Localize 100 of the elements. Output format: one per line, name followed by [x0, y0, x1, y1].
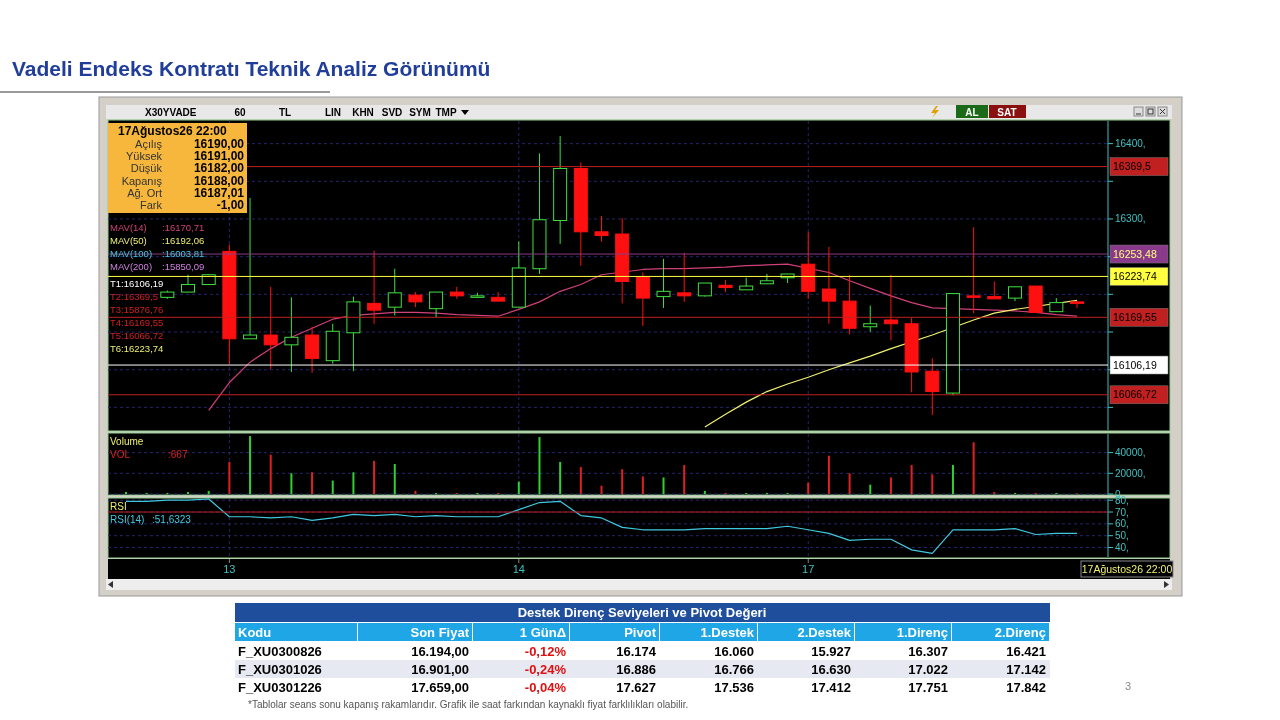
- bar: [269, 454, 272, 494]
- text: X30YVADE: [145, 107, 197, 118]
- bar: [207, 490, 210, 494]
- annotation: Açılış: [135, 138, 163, 150]
- bar: [662, 477, 665, 494]
- line-series: [208, 263, 1078, 412]
- text: 17.412: [811, 680, 851, 695]
- annotation: :16192,06: [162, 235, 205, 246]
- annotation: Volume: [110, 436, 144, 447]
- text: F_XU0301226: [238, 680, 322, 695]
- text: 17.022: [908, 662, 948, 677]
- text: AL: [965, 107, 979, 118]
- chart-title: Vadeli Endeks Kontratı Teknik Analiz Görünümü: [12, 57, 491, 80]
- bar: [393, 464, 396, 494]
- annotation: RSI(14): [110, 514, 145, 525]
- text: 16.194,00: [411, 644, 469, 659]
- text: TL: [278, 107, 292, 118]
- x-tick-label: 13: [223, 563, 236, 575]
- bar: [910, 465, 913, 494]
- y-tick-label: 16400,: [1115, 138, 1146, 150]
- text: 17.659,00: [411, 680, 469, 695]
- annotation: MAV(100): [110, 248, 153, 259]
- bar: [187, 491, 190, 494]
- annotation: Düşük: [130, 162, 163, 175]
- bar: [807, 482, 810, 494]
- text: 60: [234, 107, 246, 118]
- bar: [993, 491, 996, 494]
- candlestick: [863, 305, 878, 333]
- candlestick: [243, 197, 258, 340]
- text: 17.627: [616, 680, 656, 695]
- ref-line-label: 16169,55: [1113, 310, 1157, 323]
- annotation: Kapanış: [121, 174, 163, 187]
- text: F_XU0300826: [238, 644, 322, 659]
- bar: [352, 472, 355, 494]
- x-tick-label: 14: [512, 563, 525, 575]
- annotation: 16190,00: [193, 137, 245, 151]
- annotation: T6:16223,74: [110, 343, 164, 354]
- text: 16.766: [714, 662, 754, 677]
- bar: [311, 472, 314, 494]
- ref-line-label: 16066,72: [1113, 388, 1157, 401]
- annotation: Fark: [140, 199, 163, 211]
- text: *Tablolar seans sonu kapanış rakamlarıdır. Grafik ile saat farkından kaynaklı fiyat farklılıkları olabilir.: [248, 699, 689, 710]
- text: 16.901,00: [411, 662, 469, 677]
- candlestick: [759, 273, 774, 285]
- annotation: :51,6323: [152, 514, 192, 525]
- text: Destek Direnç Seviyeleri ve Pivot Değeri: [517, 605, 767, 620]
- candlestick: [181, 274, 196, 293]
- text: F_XU0301026: [238, 662, 322, 677]
- candlestick: [656, 258, 671, 309]
- text: 16.060: [714, 644, 754, 659]
- candlestick: [925, 357, 940, 416]
- text: 16.421: [1006, 644, 1046, 659]
- ref-line-label: 16369,5: [1113, 160, 1152, 173]
- text: 16.630: [811, 662, 851, 677]
- candlestick: [883, 274, 898, 341]
- text: 17Ağustos26 22:00: [1081, 563, 1173, 575]
- annotation: 17Ağustos26 22:00: [118, 124, 228, 138]
- bar: [228, 461, 231, 494]
- ref-line-label: 16106,19: [1113, 358, 1157, 371]
- bar: [683, 465, 686, 494]
- y-tick-label: 50,: [1115, 530, 1129, 542]
- y-tick-label: 20000,: [1115, 467, 1146, 479]
- bar: [538, 437, 541, 494]
- text: 16.886: [616, 662, 656, 677]
- candlestick: [635, 271, 650, 327]
- bar: [125, 491, 127, 494]
- bar: [290, 473, 293, 494]
- y-tick-label: 40000,: [1115, 447, 1146, 459]
- annotation: RSI: [110, 501, 127, 512]
- bar: [889, 477, 892, 494]
- bar: [641, 476, 644, 494]
- bar: [579, 467, 582, 494]
- candlestick: [367, 250, 382, 325]
- annotation: 16191,00: [193, 149, 245, 164]
- bar: [621, 469, 624, 494]
- category-label: 1.Direnç: [896, 625, 948, 640]
- annotation: :16003,81: [162, 248, 205, 259]
- text: SVD: [381, 107, 403, 118]
- annotation: Ağ. Ort: [127, 186, 162, 199]
- bar: [931, 474, 934, 494]
- text: 16.307: [908, 644, 948, 659]
- annotation: 16188,00: [193, 173, 245, 188]
- annotation: MAV(14): [110, 222, 147, 233]
- candlestick: [677, 252, 692, 303]
- text: 17.142: [1006, 662, 1046, 677]
- annotation: 16182,00: [193, 161, 245, 176]
- category-label: 1.Destek: [700, 625, 755, 640]
- candlestick: [429, 291, 444, 319]
- bar: [951, 465, 954, 494]
- text: 17.842: [1006, 680, 1046, 695]
- bar: [331, 480, 334, 494]
- annotation: T4:16169,55: [110, 317, 164, 328]
- text: TMP: [435, 107, 457, 118]
- text: KHN: [352, 107, 374, 118]
- candlestick: [491, 291, 506, 302]
- y-tick-label: 70,: [1115, 506, 1129, 518]
- bar: [249, 436, 252, 494]
- bar: [414, 490, 417, 494]
- annotation: :15850,09: [162, 261, 205, 272]
- text: 17.536: [714, 680, 754, 695]
